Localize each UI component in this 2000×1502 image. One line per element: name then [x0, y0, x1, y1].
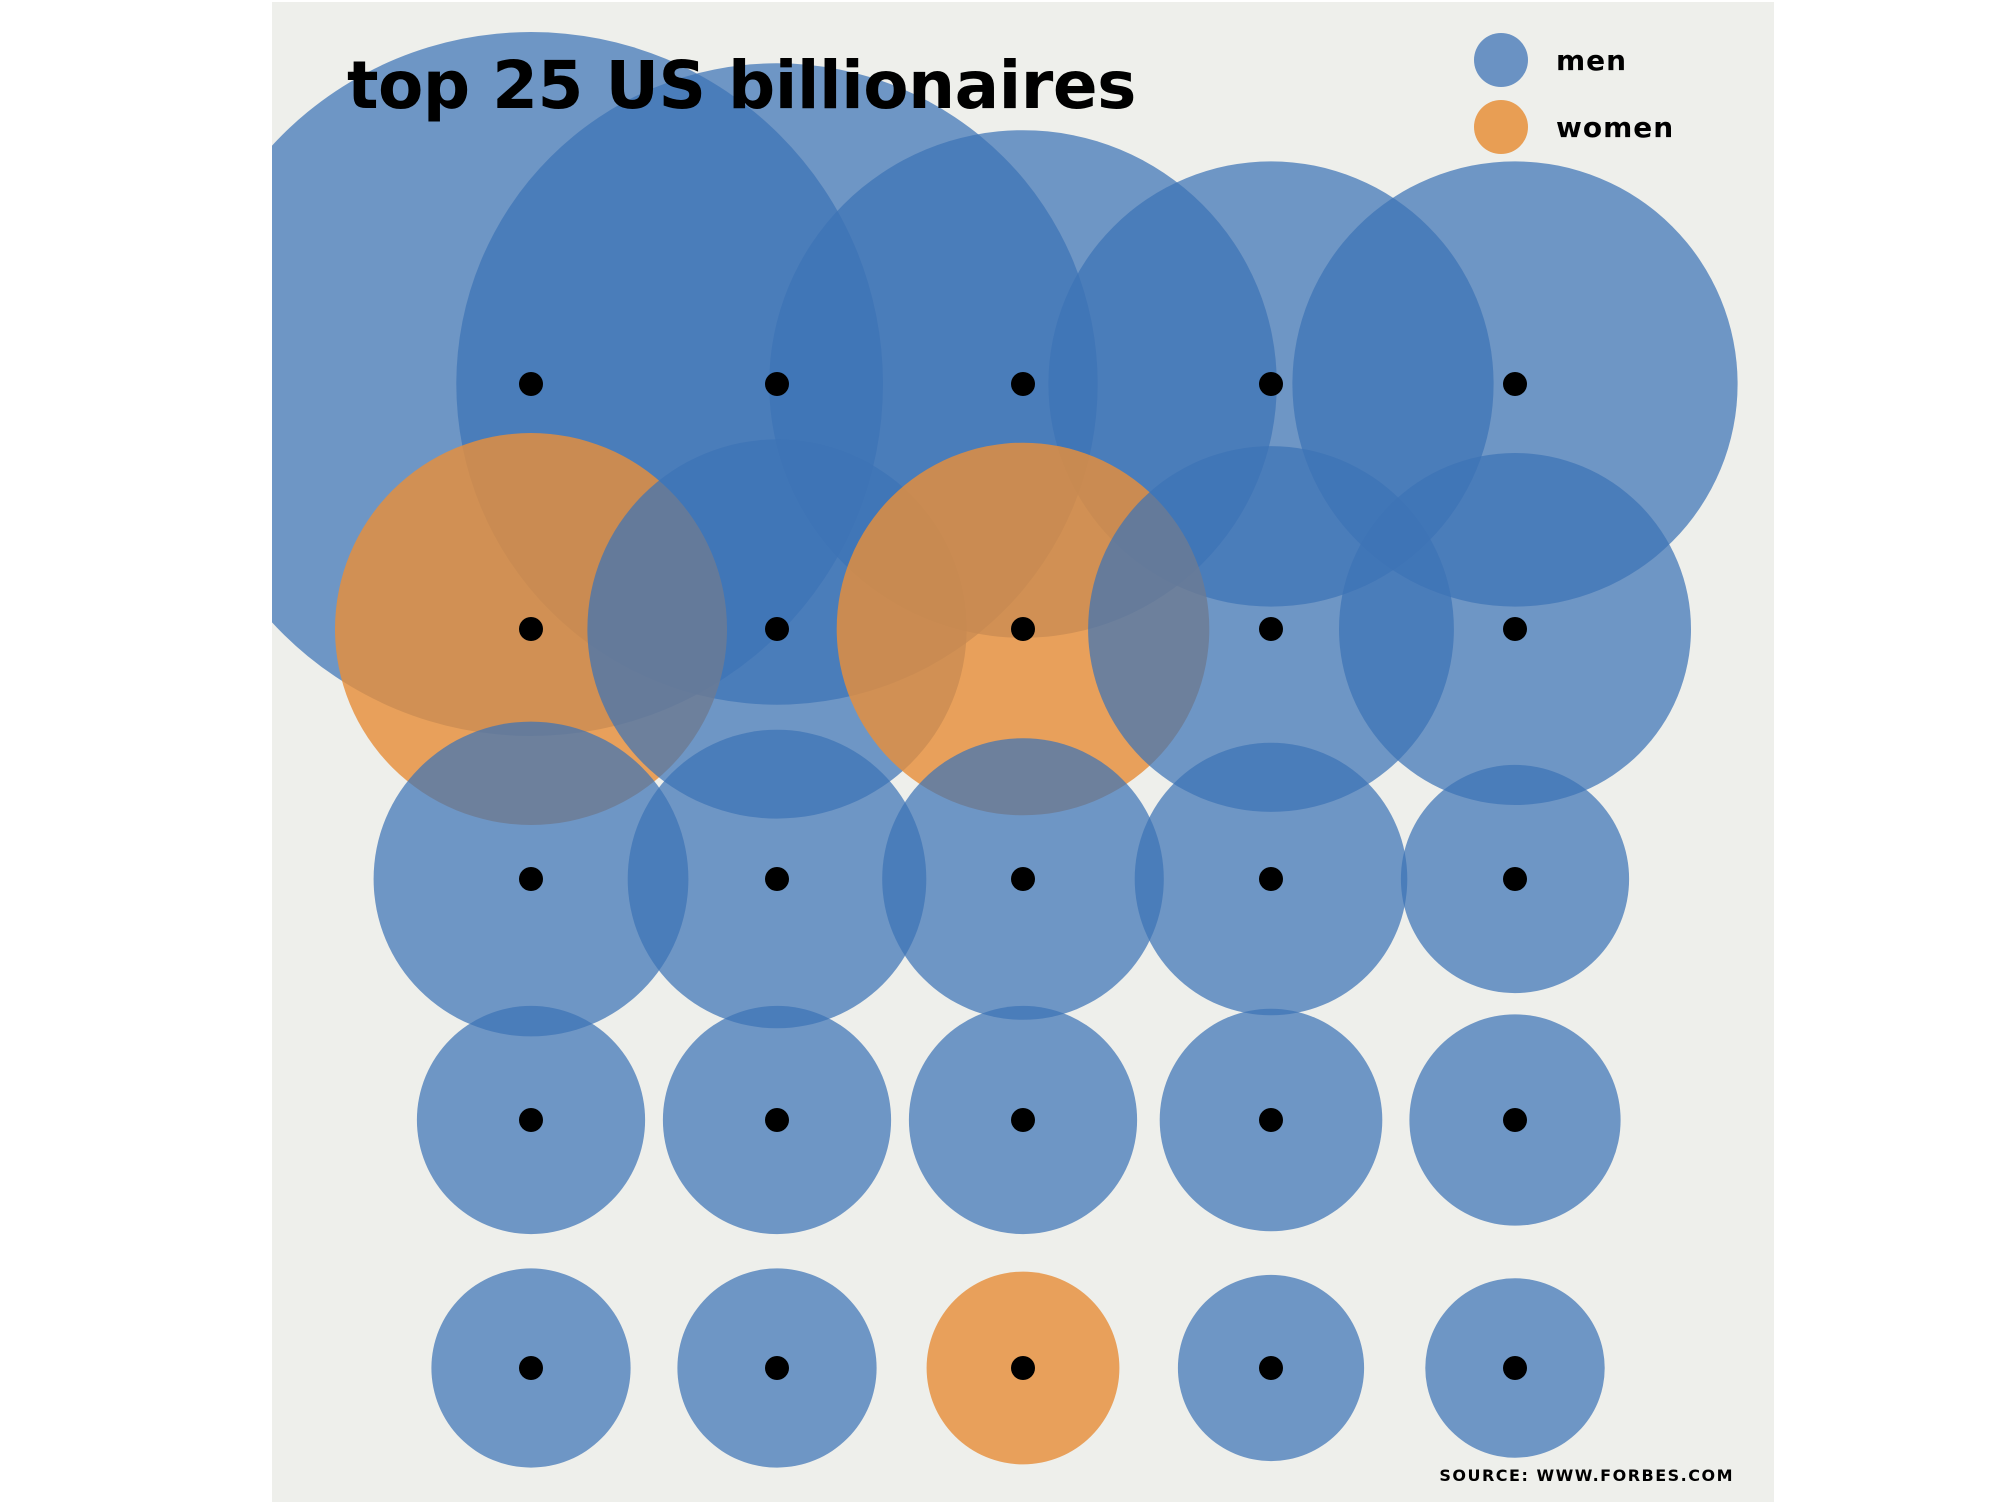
center-dot-rank-17	[765, 1108, 789, 1132]
center-dot-rank-5	[1503, 372, 1527, 396]
center-dot-rank-24	[1259, 1356, 1283, 1380]
center-dot-rank-21	[519, 1356, 543, 1380]
source-note: SOURCE: WWW.FORBES.COM	[1439, 1466, 1734, 1485]
center-dot-rank-20	[1503, 1108, 1527, 1132]
center-dot-rank-1	[519, 372, 543, 396]
center-dot-rank-12	[765, 867, 789, 891]
legend-swatch-men	[1474, 33, 1528, 87]
center-dot-rank-3	[1011, 372, 1035, 396]
center-dot-rank-18	[1011, 1108, 1035, 1132]
center-dot-rank-16	[519, 1108, 543, 1132]
center-dot-rank-7	[765, 617, 789, 641]
center-dot-rank-15	[1503, 867, 1527, 891]
center-dot-rank-8	[1011, 617, 1035, 641]
center-dot-rank-2	[765, 372, 789, 396]
center-dot-rank-11	[519, 867, 543, 891]
legend-swatch-women	[1474, 100, 1528, 154]
center-dot-rank-25	[1503, 1356, 1527, 1380]
center-dot-rank-23	[1011, 1356, 1035, 1380]
legend-label-women: women	[1556, 111, 1675, 144]
legend-label-men: men	[1556, 44, 1628, 77]
chart-panel: top 25 US billionaires men women SOURCE:…	[272, 2, 1774, 1502]
center-dot-rank-19	[1259, 1108, 1283, 1132]
center-dot-rank-4	[1259, 372, 1283, 396]
center-dot-rank-6	[519, 617, 543, 641]
center-dot-rank-10	[1503, 617, 1527, 641]
center-dot-rank-13	[1011, 867, 1035, 891]
center-dot-rank-22	[765, 1356, 789, 1380]
center-dot-rank-14	[1259, 867, 1283, 891]
bubble-layer	[272, 32, 1738, 1468]
chart-title: top 25 US billionaires	[347, 47, 1136, 124]
center-dot-layer	[519, 372, 1527, 1380]
center-dot-rank-9	[1259, 617, 1283, 641]
bubble-chart	[272, 32, 1738, 1468]
